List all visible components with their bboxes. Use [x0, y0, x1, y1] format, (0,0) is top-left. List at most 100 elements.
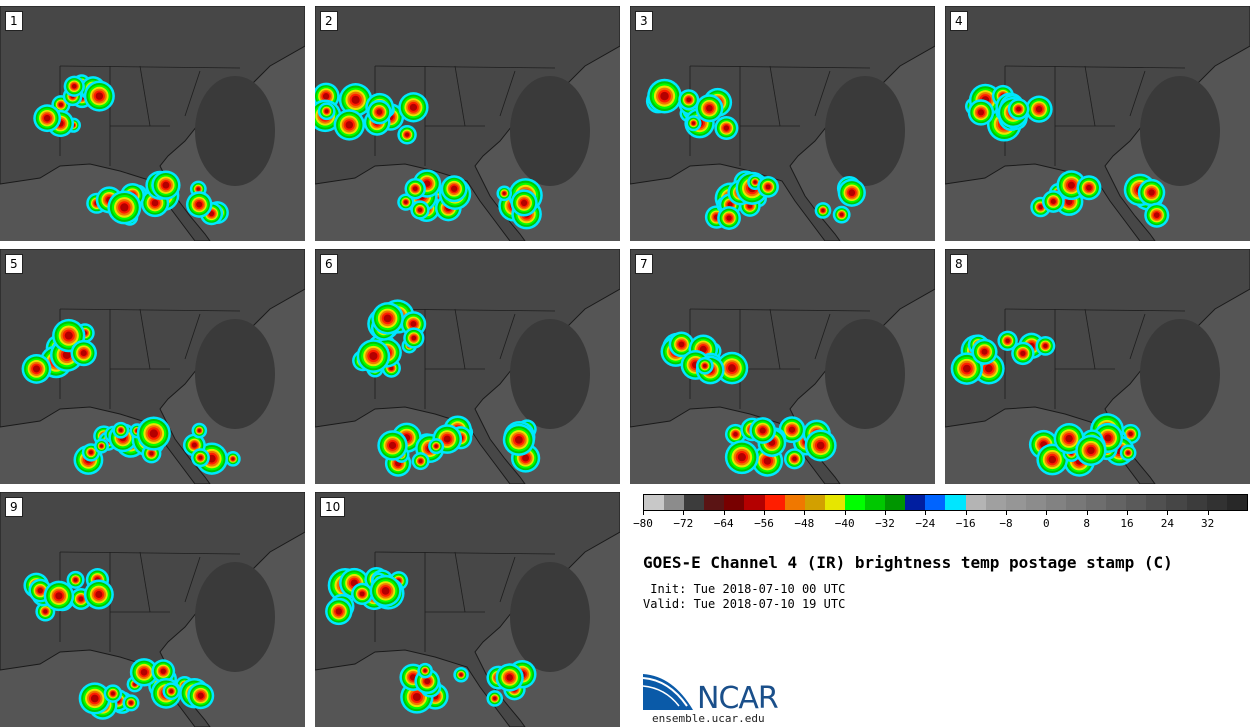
- state-border: [1129, 70, 1146, 117]
- colorbar-segment: [1206, 495, 1227, 510]
- storm-cell: [848, 189, 856, 197]
- storm-cell: [1043, 343, 1048, 349]
- colorbar-segment: [1166, 495, 1187, 510]
- storm-cell: [359, 591, 365, 597]
- dry-air-region: [195, 76, 275, 186]
- state-border: [689, 308, 871, 312]
- storm-cell: [73, 577, 78, 582]
- colorbar-segment: [764, 495, 785, 510]
- dry-air-region: [510, 76, 590, 186]
- storm-cell: [977, 109, 985, 116]
- storm-cell: [110, 691, 115, 696]
- map-canvas: [0, 6, 305, 241]
- storm-cell: [37, 587, 43, 594]
- storm-cell: [459, 673, 463, 677]
- state-border: [184, 70, 201, 117]
- colorbar-ticks: −80 −72 −64 −56 −48 −40 −32 −24 −16 −8 0 8 16 24 32: [633, 510, 1248, 532]
- storm-cell: [1016, 106, 1021, 112]
- storm-cell: [376, 109, 383, 115]
- storm-cell: [792, 456, 797, 462]
- storm-cell: [443, 435, 451, 443]
- storm-cell: [984, 364, 993, 373]
- member-label: 10: [320, 497, 346, 517]
- storm-cell: [733, 432, 738, 437]
- storm-cell: [71, 83, 77, 89]
- storm-cell: [1050, 198, 1056, 205]
- colorbar-segment: [1065, 495, 1087, 510]
- state-border: [769, 65, 781, 127]
- state-border: [499, 70, 516, 117]
- storm-cell: [412, 692, 421, 702]
- storm-cell: [753, 180, 757, 184]
- member-label: 9: [5, 497, 23, 517]
- map-canvas: [630, 249, 935, 484]
- valid-time: Valid: Tue 2018-07-10 19 UTC: [643, 597, 846, 611]
- state-border: [59, 308, 241, 312]
- storm-cell: [62, 350, 71, 360]
- colorbar-segment: [1226, 495, 1247, 510]
- member-label: 7: [635, 254, 653, 274]
- colorbar-tick-label: −16: [955, 517, 976, 530]
- storm-cell: [706, 104, 713, 112]
- storm-cell: [1153, 212, 1160, 219]
- storm-cell: [404, 200, 408, 204]
- storm-cell: [502, 191, 506, 195]
- state-border: [814, 313, 831, 360]
- storm-cell: [208, 210, 215, 217]
- state-border: [499, 556, 516, 603]
- stamp-panel-7: 7: [630, 249, 935, 484]
- member-label: 5: [5, 254, 23, 274]
- map-canvas: [0, 492, 305, 727]
- storm-cell: [411, 335, 417, 341]
- colorbar-segment: [1146, 495, 1167, 510]
- storm-cell: [821, 208, 825, 213]
- storm-cell: [32, 365, 41, 373]
- storm-cell: [981, 348, 988, 355]
- state-border: [184, 313, 201, 360]
- colorbar-tick: [1006, 510, 1007, 515]
- storm-cell: [1087, 446, 1095, 455]
- storm-cell: [55, 592, 63, 600]
- state-border: [769, 308, 781, 370]
- colorbar-tick: [643, 510, 644, 515]
- colorbar-tick-label: −8: [999, 517, 1013, 530]
- storm-cell: [678, 341, 685, 348]
- storm-cell: [1126, 451, 1130, 455]
- storm-cell: [434, 444, 438, 448]
- storm-cell: [1020, 350, 1026, 357]
- colorbar-tick: [683, 510, 685, 515]
- state-border: [1129, 313, 1146, 360]
- colorbar-tick: [804, 510, 806, 515]
- storm-cell: [816, 441, 825, 450]
- storm-cell: [514, 435, 523, 444]
- colorbar-tick: [885, 510, 886, 515]
- colorbar-tick-label: 8: [1083, 517, 1090, 530]
- storm-cell: [64, 331, 73, 340]
- storm-cell: [140, 668, 148, 676]
- member-label: 2: [320, 11, 338, 31]
- state-border: [139, 308, 151, 370]
- colorbar-segment: [1045, 495, 1066, 510]
- storm-cell: [197, 429, 201, 433]
- storm-cell: [418, 459, 423, 463]
- colorbar-tick: [1086, 510, 1088, 515]
- storm-cell: [737, 453, 746, 462]
- storm-cell: [58, 102, 63, 107]
- storm-cell: [660, 91, 669, 101]
- storm-cell: [345, 121, 354, 129]
- storm-cell: [388, 441, 397, 450]
- init-time: Init: Tue 2018-07-10 00 UTC: [643, 582, 846, 596]
- state-border: [374, 551, 556, 555]
- state-border: [139, 551, 151, 613]
- state-border: [689, 65, 871, 69]
- storm-cell: [119, 428, 123, 432]
- state-border: [1004, 65, 1186, 69]
- colorbar-segment: [1025, 495, 1046, 510]
- colorbar-segment: [925, 495, 946, 510]
- storm-cell: [451, 185, 458, 192]
- colorbar-segment: [945, 495, 966, 510]
- state-border: [1084, 65, 1096, 127]
- storm-cell: [691, 121, 696, 125]
- storm-cell: [962, 364, 971, 373]
- logo-url: ensemble.ucar.edu: [652, 712, 765, 725]
